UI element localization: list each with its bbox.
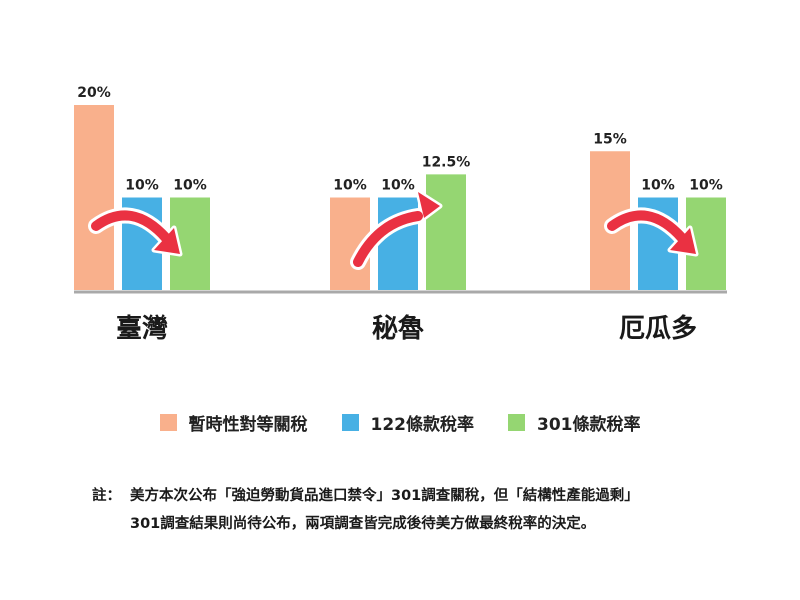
data-label-taiwan-reciprocal: 20% (77, 85, 111, 101)
legend-item-s301: 301條款稅率 (508, 410, 641, 435)
trend-arrow-ecuador-down (604, 207, 699, 257)
legend-swatch-reciprocal (159, 414, 177, 431)
legend-label-s301: 301條款稅率 (537, 415, 641, 435)
legend-item-reciprocal: 暫時性對等關稅 (159, 410, 308, 435)
data-label-ecuador-s301: 10% (689, 178, 723, 194)
legend-swatch-s301 (508, 414, 525, 431)
data-label-peru-reciprocal: 10% (333, 178, 367, 194)
category-label-ecuador: 厄瓜多 (618, 314, 698, 344)
data-label-taiwan-s301: 10% (173, 178, 207, 194)
legend-label-s122: 122條款稅率 (370, 415, 475, 435)
note-line-1: 美方本次公布「強迫勞動貨品進口禁令」301調查關稅，但「結構性產能過剩」 (130, 488, 639, 504)
legend: 暫時性對等關稅 122條款稅率 301條款稅率 (0, 410, 800, 435)
legend-label-reciprocal: 暫時性對等關稅 (188, 415, 308, 435)
trend-arrow-taiwan-down (88, 207, 183, 257)
footnote: 註： 美方本次公布「強迫勞動貨品進口禁令」301調查關稅，但「結構性產能過剩」 … (92, 482, 732, 538)
note-line-2: 301調查結果則尚待公布，兩項調查皆完成後待美方做最終稅率的決定。 (130, 516, 596, 532)
legend-item-s122: 122條款稅率 (341, 410, 475, 435)
tariff-bar-chart: 20% 10% 10% 10% 10% 12.5% 15% 10% 10% (74, 85, 727, 294)
note-prefix: 註： (92, 488, 121, 504)
data-label-peru-s301: 12.5% (422, 154, 471, 170)
data-label-taiwan-s122: 10% (125, 178, 159, 194)
bar-peru-s301 (426, 174, 466, 290)
data-label-peru-s122: 10% (381, 178, 415, 194)
trend-arrow-peru-up (350, 189, 443, 270)
legend-swatch-s122 (341, 414, 359, 431)
category-label-peru: 秘魯 (371, 314, 425, 344)
bar-taiwan-reciprocal (74, 105, 114, 290)
data-label-ecuador-s122: 10% (641, 178, 675, 194)
category-label-taiwan: 臺灣 (115, 314, 169, 344)
data-label-ecuador-reciprocal: 15% (593, 131, 627, 147)
